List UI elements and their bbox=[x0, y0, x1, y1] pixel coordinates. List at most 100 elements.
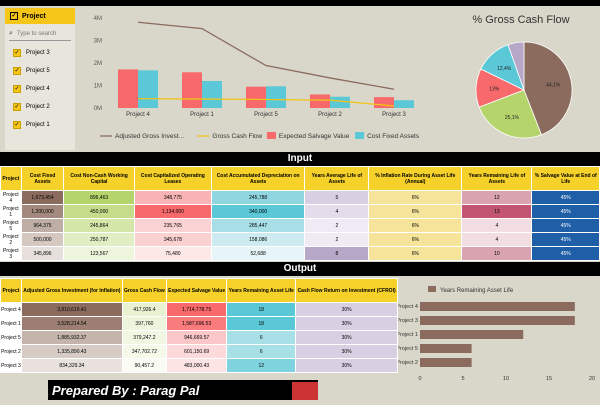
output-cell: 30% bbox=[295, 302, 398, 317]
input-cell: 4 bbox=[461, 232, 533, 247]
input-cell: 6% bbox=[368, 204, 463, 219]
output-header-cell[interactable]: Cash Flow Return on Investment (CFROI) bbox=[295, 278, 398, 303]
input-cell: 896,463 bbox=[63, 190, 135, 205]
input-header-cell[interactable]: Cost Accumulated Depreciation on Assets bbox=[210, 166, 306, 191]
y-tick-label: Project 1 bbox=[398, 332, 418, 338]
slicer-item[interactable]: ✓ Project 3 bbox=[5, 44, 75, 62]
output-cell: 1,335,890.43 bbox=[20, 344, 123, 359]
pie-slice-label: 12,4% bbox=[497, 66, 512, 72]
y-tick-label: Project 5 bbox=[398, 346, 418, 352]
input-cell: Project 1 bbox=[0, 204, 22, 219]
output-cell: 12 bbox=[226, 358, 297, 373]
input-cell: 6% bbox=[368, 190, 463, 205]
input-cell: 1,200,000 bbox=[20, 204, 65, 219]
project-slicer[interactable]: ✓ Project ⌕ Type to search ✓ Project 3 ✓ P… bbox=[5, 8, 75, 150]
input-header-cell[interactable]: Years Average Life of Assets bbox=[304, 166, 370, 191]
x-tick-label: 15 bbox=[546, 376, 552, 382]
input-cell: 450,000 bbox=[63, 204, 135, 219]
slicer-search[interactable]: ⌕ Type to search bbox=[9, 27, 71, 41]
input-header-cell[interactable]: % Salvage Value at End of Life bbox=[531, 166, 600, 191]
input-cell: 340,000 bbox=[210, 204, 306, 219]
combo-chart[interactable]: 0M 1M 2M 3M 4M Project 4 Project 1 Project 5 Pro… bbox=[78, 8, 440, 150]
input-cell: 45% bbox=[531, 246, 600, 261]
input-cell: 245,788 bbox=[210, 190, 306, 205]
input-header-cell[interactable]: Cost Non-Cash Working Capital bbox=[63, 166, 135, 191]
input-cell: 2 bbox=[304, 232, 370, 247]
output-cell: 18 bbox=[226, 302, 297, 317]
output-cell: Project 1 bbox=[0, 316, 22, 331]
pie-slice bbox=[507, 41, 525, 91]
output-cell: 6 bbox=[226, 344, 297, 359]
legend-label: Adjusted Gross Invest... bbox=[115, 133, 184, 140]
slicer-header[interactable]: ✓ Project bbox=[5, 8, 75, 24]
input-header-cell[interactable]: Cost Fixed Assets bbox=[20, 166, 65, 191]
output-header-cell[interactable]: Adjusted Gross Investment (for Inflation… bbox=[20, 278, 123, 303]
output-header-cell[interactable]: Gross Cash Flow bbox=[121, 278, 167, 303]
footer-banner: Prepared By : Parag Pal bbox=[48, 380, 318, 400]
checkbox-icon[interactable]: ✓ bbox=[13, 85, 21, 93]
output-cell: 6 bbox=[226, 330, 297, 345]
y-tick-label: Project 2 bbox=[398, 360, 418, 366]
input-header-cell[interactable]: Project bbox=[0, 166, 22, 191]
table-row: Project 5 964,375 245,864 235,765 285,447 2 6%… bbox=[0, 218, 600, 233]
pie-chart-panel[interactable]: % Gross Cash Flow 44,1% 25,1% 13% 12,4% bbox=[446, 8, 596, 150]
input-cell: 4 bbox=[461, 218, 533, 233]
input-header-cell[interactable]: Cost Capitalized Operating Leases bbox=[133, 166, 212, 191]
checkbox-icon[interactable]: ✓ bbox=[13, 49, 21, 57]
slicer-item[interactable]: ✓ Project 2 bbox=[5, 98, 75, 116]
output-cell: Project 3 bbox=[0, 358, 22, 373]
bar-cost-fixed-assets bbox=[138, 70, 158, 108]
slicer-item-label: Project 1 bbox=[26, 122, 50, 128]
pie-slice bbox=[478, 89, 542, 139]
input-cell: Project 5 bbox=[0, 218, 22, 233]
output-cell: 30% bbox=[295, 344, 398, 359]
slicer-item[interactable]: ✓ Project 5 bbox=[5, 62, 75, 80]
x-tick-label: 10 bbox=[503, 376, 509, 382]
input-cell: 6% bbox=[368, 218, 463, 233]
y-tick-label: 1M bbox=[94, 84, 102, 90]
combo-chart-panel[interactable]: 0M 1M 2M 3M 4M Project 4 Project 1 Project 5 Pro… bbox=[78, 8, 440, 150]
table-row: Project 1 3,528,214.54 397,760 1,587,696.53… bbox=[0, 316, 398, 331]
output-cell: 30% bbox=[295, 358, 398, 373]
input-cell: Project 3 bbox=[0, 246, 22, 261]
output-cell: 379,247.2 bbox=[121, 330, 167, 345]
pie-chart[interactable]: 44,1% 25,1% 13% 12,4% bbox=[446, 8, 596, 150]
legend-label: Cost Fixed Assets bbox=[367, 133, 420, 140]
years-remaining-chart-panel[interactable]: Years Remaining Asset Life Project 4 Proje… bbox=[396, 278, 600, 400]
legend-label: Years Remaining Asset Life bbox=[440, 288, 514, 294]
bar-expected-salvage-value bbox=[118, 69, 138, 108]
input-cell: 345,678 bbox=[133, 232, 212, 247]
slicer-item[interactable]: ✓ Project 4 bbox=[5, 80, 75, 98]
line-gross-cash-flow bbox=[137, 97, 395, 107]
input-cell: 245,864 bbox=[63, 218, 135, 233]
table-row: Project 5 1,885,932.37 379,247.2 946,669.57… bbox=[0, 330, 398, 345]
input-cell: 5 bbox=[304, 190, 370, 205]
input-cell: 10 bbox=[461, 246, 533, 261]
output-header-cell[interactable]: Expected Salvage Value bbox=[165, 278, 228, 303]
years-remaining-chart[interactable]: Years Remaining Asset Life Project 4 Proje… bbox=[396, 278, 600, 400]
input-cell: 45% bbox=[531, 204, 600, 219]
line-adjusted-gross-invest- bbox=[137, 21, 395, 90]
input-cell: 158,086 bbox=[210, 232, 306, 247]
input-cell: 123,567 bbox=[63, 246, 135, 261]
slicer-item[interactable]: ✓ Project 1 bbox=[5, 116, 75, 134]
checkbox-icon[interactable]: ✓ bbox=[13, 103, 21, 111]
slicer-search-input[interactable]: Type to search bbox=[16, 30, 57, 37]
y-tick-label: 4M bbox=[94, 16, 102, 22]
input-cell: 45% bbox=[531, 218, 600, 233]
select-all-check-icon[interactable]: ✓ bbox=[10, 12, 18, 20]
input-cell: 1,134,000 bbox=[133, 204, 212, 219]
input-header-cell[interactable]: % Inflation Rate During Asset Life (Annu… bbox=[368, 166, 463, 191]
x-tick-label: Project 3 bbox=[382, 112, 406, 118]
output-header-cell[interactable]: Project bbox=[0, 278, 22, 303]
output-header-cell[interactable]: Years Remaining Asset Life bbox=[226, 278, 297, 303]
input-table: Project Cost Fixed Assets Cost Non-Cash Wo… bbox=[0, 166, 600, 261]
input-header-cell[interactable]: Years Remaining Life of Assets bbox=[461, 166, 533, 191]
search-icon: ⌕ bbox=[9, 29, 13, 37]
pie-slice-label: 25,1% bbox=[505, 115, 520, 121]
checkbox-icon[interactable]: ✓ bbox=[13, 67, 21, 75]
hbar bbox=[420, 344, 472, 353]
input-cell: 4 bbox=[304, 204, 370, 219]
checkbox-icon[interactable]: ✓ bbox=[13, 121, 21, 129]
output-cell: 946,669.57 bbox=[165, 330, 228, 345]
